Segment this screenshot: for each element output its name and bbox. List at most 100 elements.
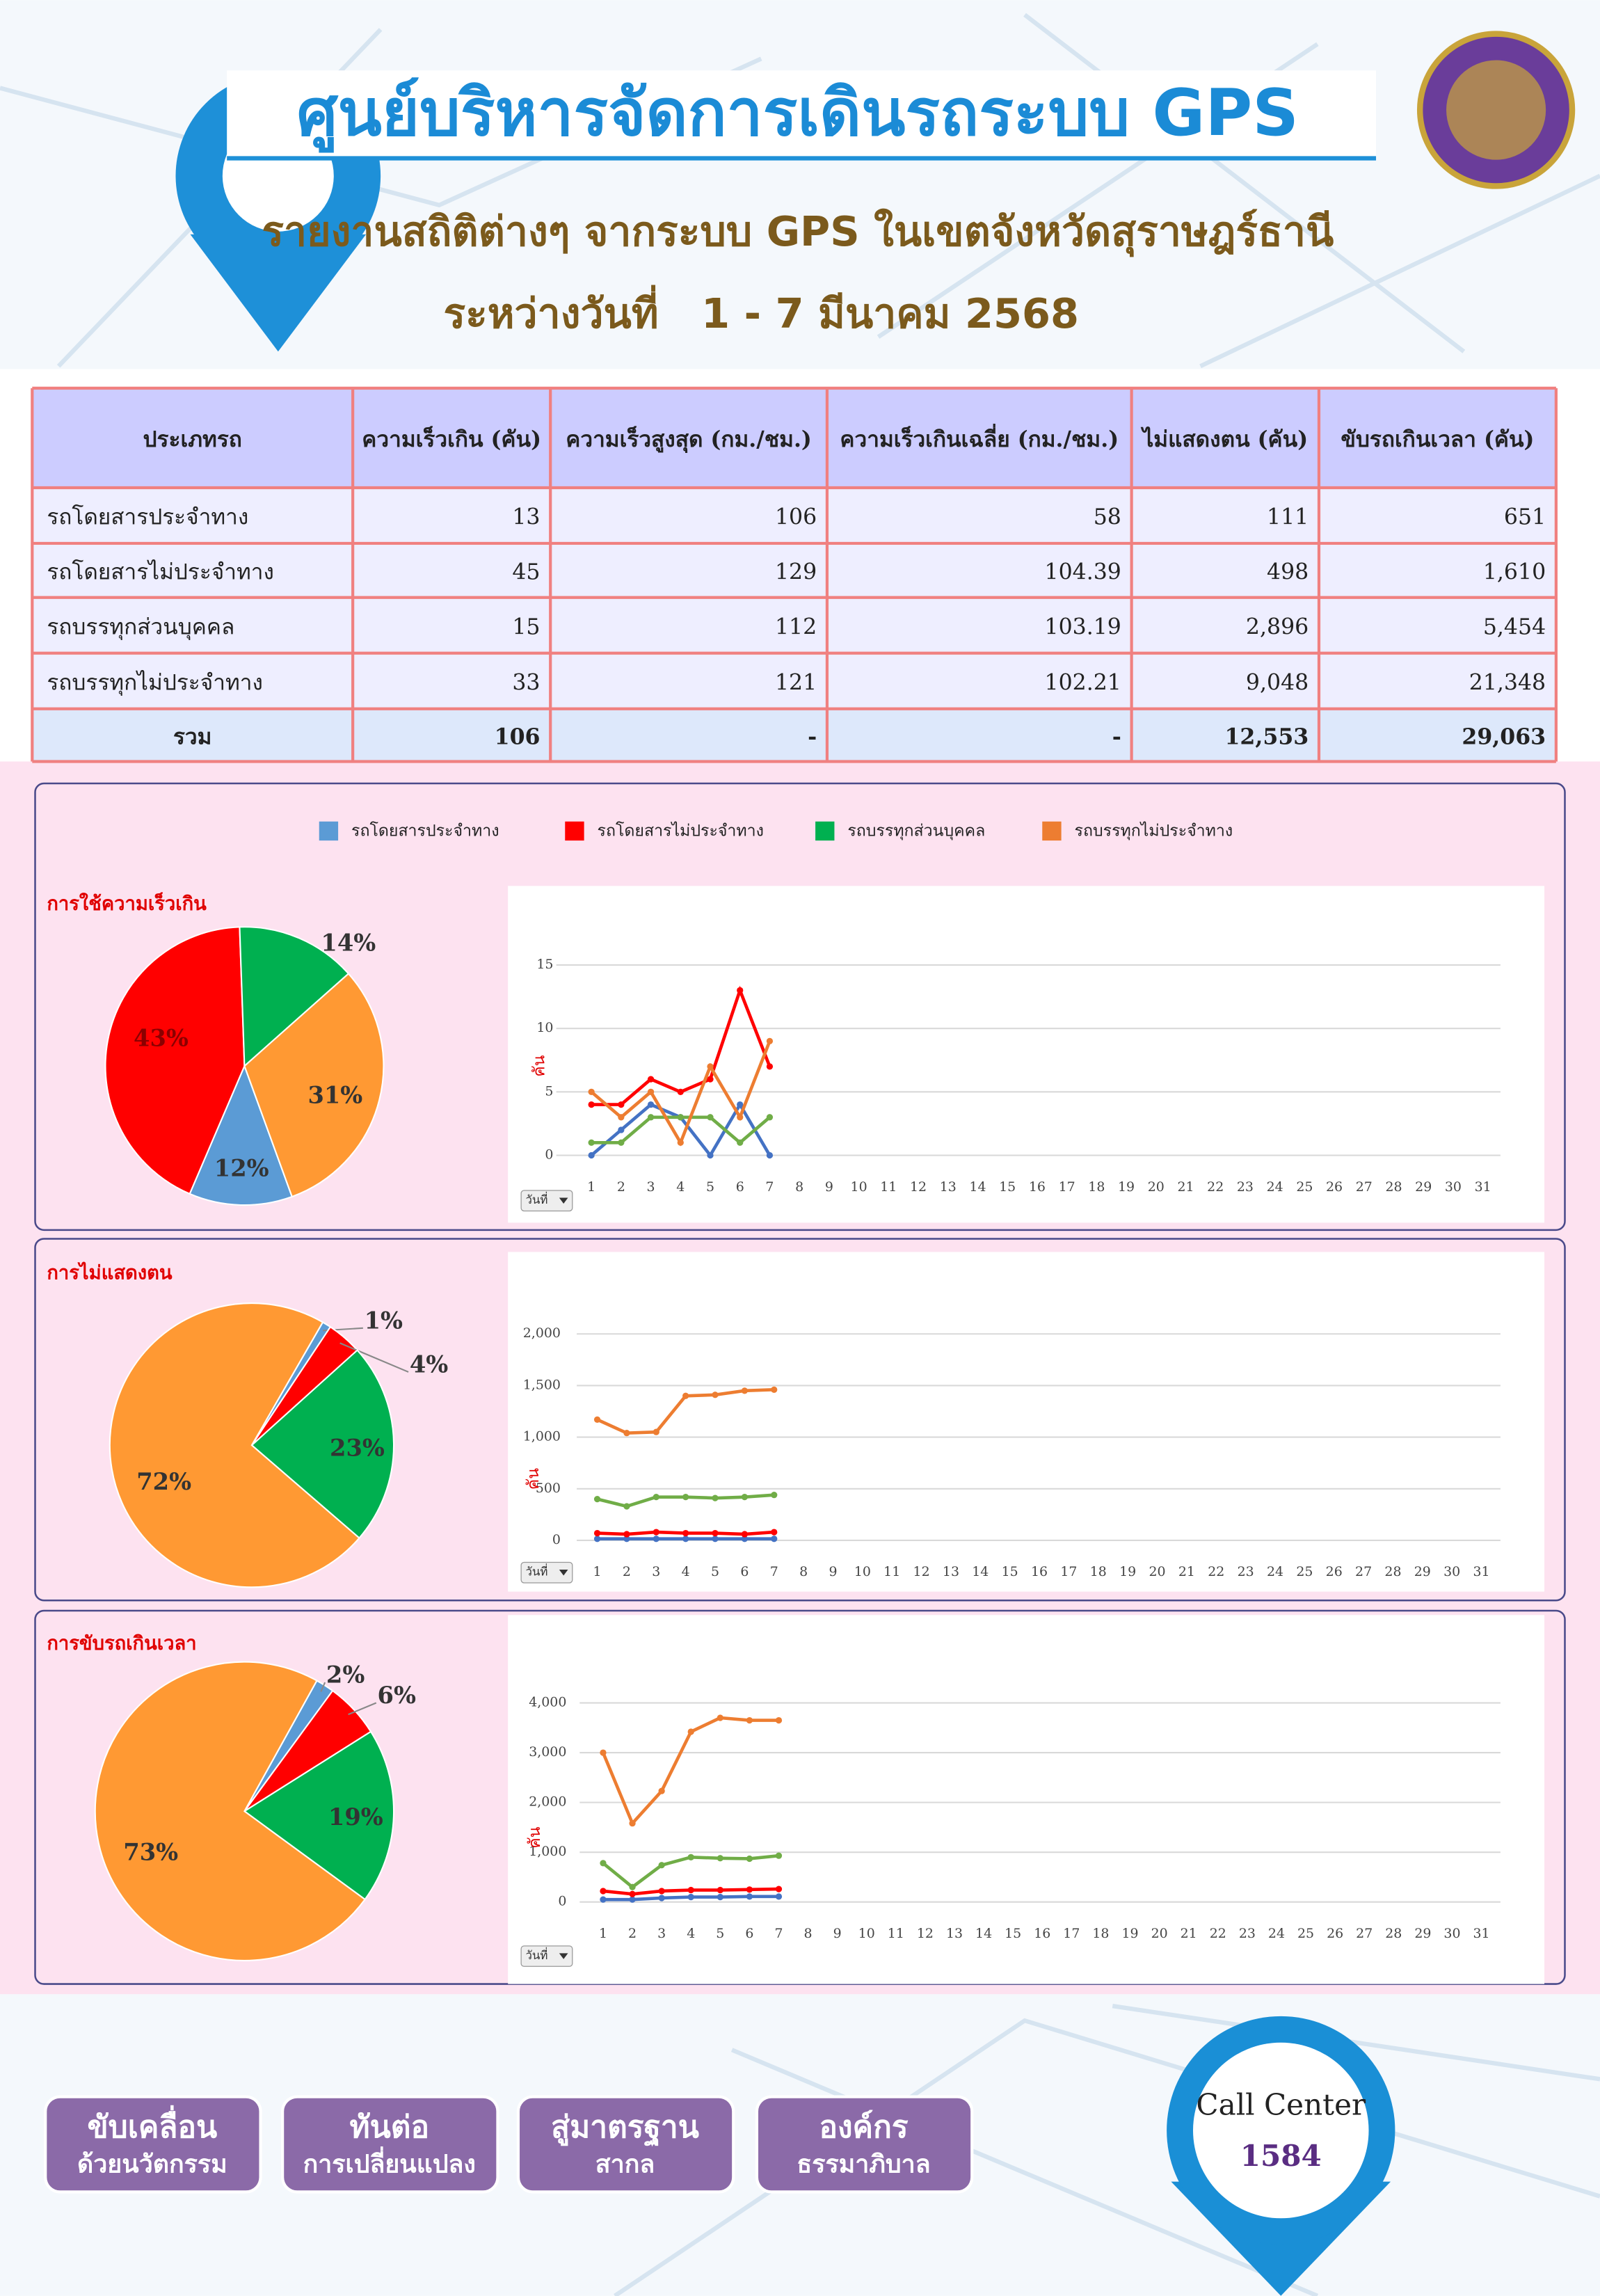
x-tick-label: 9: [829, 1564, 837, 1579]
pie-label: 23%: [330, 1433, 385, 1461]
x-tick-label: 6: [745, 1926, 753, 1941]
table-cell: 12,553: [1224, 724, 1309, 749]
x-tick-label: 4: [687, 1926, 695, 1941]
logo-inner: [1446, 60, 1546, 160]
table-cell: 111: [1267, 505, 1309, 530]
button-line: สากล: [595, 2150, 655, 2178]
footer-map: [614, 2003, 1600, 2296]
data-point: [771, 1529, 778, 1536]
data-point: [588, 1139, 595, 1146]
data-point: [712, 1494, 719, 1501]
table-cell: รถโดยสารประจำทาง: [47, 504, 248, 530]
x-tick-label: 1: [593, 1564, 602, 1579]
legend-swatch: [319, 821, 339, 841]
data-point: [588, 1101, 595, 1108]
y-tick-label: 4,000: [529, 1695, 566, 1710]
data-point: [707, 1151, 714, 1159]
x-tick-label: 29: [1415, 1179, 1432, 1195]
panel-title: การไม่แสดงตน: [47, 1261, 173, 1284]
pie-slice: [239, 926, 350, 1068]
x-tick-label: 31: [1473, 1564, 1490, 1579]
data-point: [775, 1886, 783, 1892]
button-line: ธรรมาภิบาล: [797, 2150, 930, 2178]
x-tick-label: 6: [736, 1179, 744, 1195]
x-tick-label: 22: [1210, 1926, 1226, 1941]
y-tick-label: 500: [536, 1481, 561, 1496]
table-cell: รถบรรทุกส่วนบุคคล: [47, 614, 234, 640]
data-point: [766, 1114, 774, 1121]
data-point: [737, 1139, 744, 1146]
data-point: [618, 1114, 625, 1121]
x-tick-label: 5: [711, 1564, 719, 1579]
y-tick-label: 0: [558, 1894, 566, 1909]
x-tick-label: 3: [652, 1564, 660, 1579]
pie-label: 1%: [365, 1306, 403, 1334]
table-cell: 129: [775, 560, 817, 585]
legend-label: รถบรรทุกไม่ประจำทาง: [1075, 821, 1233, 840]
x-tick-label: 14: [969, 1179, 986, 1195]
data-point: [707, 1114, 714, 1121]
x-tick-label: 5: [716, 1926, 724, 1941]
x-tick-label: 28: [1385, 1926, 1402, 1941]
legend-label: รถโดยสารไม่ประจำทาง: [598, 821, 764, 840]
pie-label: 19%: [328, 1803, 383, 1831]
data-point: [658, 1862, 665, 1869]
data-point: [766, 1151, 774, 1159]
column-header: ขับรถเกินเวลา (คัน): [1341, 426, 1534, 452]
table-cell: 13: [512, 505, 540, 530]
x-tick-label: 1: [599, 1926, 607, 1941]
data-point: [647, 1088, 655, 1095]
data-point: [600, 1860, 607, 1867]
table-cell: 29,063: [1462, 724, 1546, 749]
column-header: ความเร็วเกินเฉลี่ย (กม./ชม.): [840, 424, 1119, 452]
data-point: [687, 1893, 694, 1901]
pie-slice: [109, 1302, 360, 1588]
x-tick-label: 22: [1207, 1179, 1224, 1195]
data-point: [588, 1088, 595, 1095]
data-point: [593, 1495, 601, 1503]
x-tick-label: 24: [1268, 1926, 1285, 1941]
data-point: [717, 1714, 723, 1721]
y-tick-label: 0: [552, 1532, 561, 1547]
x-tick-label: 21: [1181, 1926, 1197, 1941]
call-center-label: Call Center: [1196, 2087, 1366, 2121]
button: [281, 2095, 499, 2194]
table-cell: 651: [1504, 505, 1546, 530]
x-tick-label: 8: [804, 1926, 813, 1941]
data-point: [737, 987, 744, 994]
y-tick-label: 1,500: [523, 1377, 561, 1392]
button-line: ทันต่อ: [349, 2110, 429, 2145]
data-point: [771, 1386, 778, 1393]
x-tick-label: 18: [1090, 1564, 1107, 1579]
button-line: ขับเคลื่อน: [87, 2105, 217, 2145]
table-cell: 21,348: [1469, 670, 1546, 695]
x-tick-label: 23: [1239, 1926, 1256, 1941]
x-tick-label: 28: [1384, 1564, 1401, 1579]
data-point: [737, 1101, 744, 1108]
data-point: [658, 1888, 665, 1895]
x-tick-label: 26: [1326, 1179, 1343, 1195]
filter-arrow: [559, 1570, 568, 1576]
data-point: [682, 1494, 689, 1501]
data-point: [707, 1063, 714, 1070]
x-tick-label: 24: [1267, 1179, 1283, 1195]
data-point: [618, 1101, 625, 1108]
leader-line: [348, 1702, 377, 1716]
legend-swatch: [565, 821, 584, 841]
plot-area: [508, 1252, 1545, 1592]
data-point: [741, 1494, 749, 1501]
x-tick-label: 10: [851, 1179, 867, 1195]
table-cell: 498: [1267, 560, 1309, 585]
x-tick-label: 12: [910, 1179, 927, 1195]
x-tick-label: 18: [1092, 1926, 1109, 1941]
legend-swatch: [815, 821, 835, 841]
x-tick-label: 13: [940, 1179, 957, 1195]
table-cell: -: [1112, 724, 1121, 749]
x-tick-label: 28: [1385, 1179, 1402, 1195]
data-point: [629, 1883, 636, 1890]
y-tick-label: 5: [545, 1083, 553, 1099]
legend-label: รถโดยสารประจำทาง: [351, 821, 499, 840]
data-point: [746, 1855, 753, 1863]
leader-line: [320, 1682, 326, 1692]
